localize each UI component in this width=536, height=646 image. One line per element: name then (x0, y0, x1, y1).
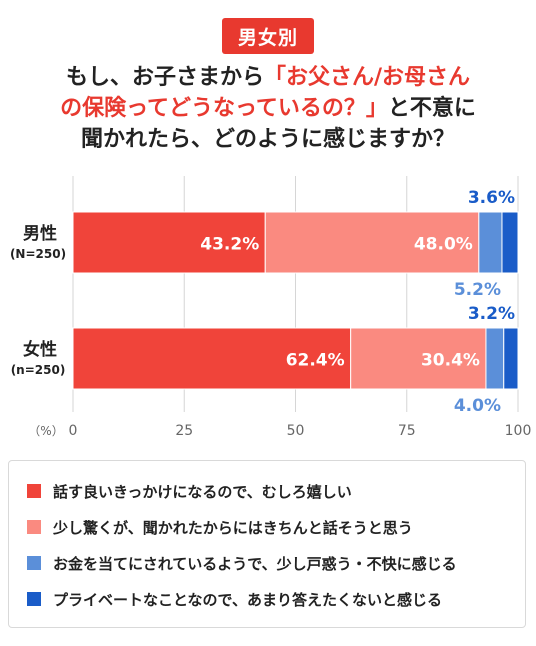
legend-label: お金を当てにされているようで、少し戸惑う・不快に感じる (53, 554, 457, 573)
legend-label: プライベートなことなので、あまり答えたくないと感じる (53, 590, 442, 609)
bar-segment (264, 211, 480, 274)
tick-label: 25 (175, 423, 193, 439)
legend-swatch (27, 556, 41, 570)
bar-segment (485, 327, 505, 390)
legend-swatch (27, 520, 41, 534)
tick-label: 50 (287, 423, 305, 439)
stacked-bar-chart: 男性 (N=250) 43.2% 48.0% 3.6% 5.2% 女性 (n=250) 62.4… (10, 176, 532, 439)
data-label: 4.0% (454, 396, 501, 416)
legend: 話す良いきっかけになるので、むしろ嬉しい少し驚くが、聞かれたからにはきちんと話そ… (8, 460, 526, 628)
data-label: 30.4% (421, 351, 480, 371)
data-label: 3.2% (468, 304, 515, 324)
bar-segment (503, 327, 519, 390)
legend-swatch (27, 592, 41, 606)
legend-item: 話す良いきっかけになるので、むしろ嬉しい (27, 473, 525, 509)
axis-unit-label: （%） (28, 424, 63, 438)
bar-segment (350, 327, 487, 390)
legend-item: プライベートなことなので、あまり答えたくないと感じる (27, 581, 525, 617)
data-label: 5.2% (454, 280, 501, 300)
bar-segment (478, 211, 503, 274)
legend-label: 話す良いきっかけになるので、むしろ嬉しい (53, 482, 352, 501)
data-label: 48.0% (414, 235, 473, 255)
data-label: 3.6% (468, 188, 515, 208)
title-line2-b: と不意に (387, 96, 476, 121)
legend-label: 少し驚くが、聞かれたからにはきちんと話そうと思う (53, 518, 413, 537)
data-label: 43.2% (200, 235, 259, 255)
title-line1-b: 「お父さん/お母さん (263, 65, 471, 90)
data-label: 62.4% (286, 351, 345, 371)
chart-title: もし、お子さまから「お父さん/お母さん の保険ってどうなっているの？」と不意に … (10, 62, 526, 155)
legend-item: お金を当てにされているようで、少し戸惑う・不快に感じる (27, 545, 525, 581)
tick-label: 100 (505, 423, 532, 439)
tick-label: 0 (69, 423, 78, 439)
title-line2-a: の保険ってどうなっているの？」 (60, 96, 388, 121)
title-line3: 聞かれたら、どのように感じますか？ (80, 127, 455, 152)
title-line1-a: もし、お子さまから (65, 65, 264, 90)
legend-swatch (27, 484, 41, 498)
category-badge: 男女別 (222, 18, 314, 54)
legend-item: 少し驚くが、聞かれたからにはきちんと話そうと思う (27, 509, 525, 545)
bar-segment (72, 211, 266, 274)
category-label: 女性 (23, 339, 57, 360)
bar-segment (501, 211, 519, 274)
bar-segment (72, 327, 352, 390)
category-label: 男性 (23, 223, 57, 244)
category-sublabel: (n=250) (11, 363, 66, 377)
tick-label: 75 (398, 423, 416, 439)
category-sublabel: (N=250) (10, 247, 66, 261)
